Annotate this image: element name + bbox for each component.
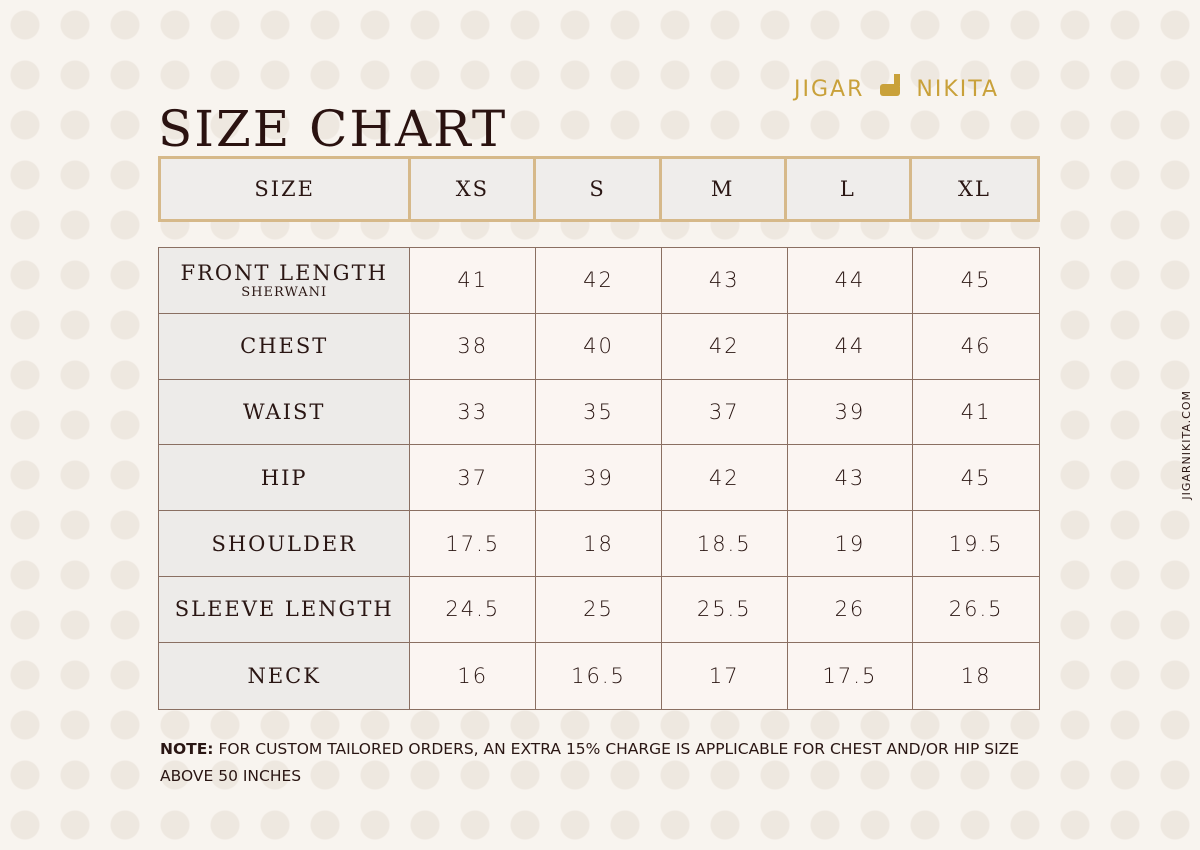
table-row: HIP 37 39 42 43 45 xyxy=(159,445,1040,512)
brand-name-left: JIGAR xyxy=(794,76,865,102)
value-cell: 17.5 xyxy=(787,642,914,709)
header-size-label: SIZE xyxy=(161,159,412,219)
value-cell: 41 xyxy=(410,248,537,313)
page-title: SIZE CHART xyxy=(158,99,508,158)
row-label: WAIST xyxy=(243,399,326,424)
value-cell: 43 xyxy=(661,248,788,313)
value-cell: 43 xyxy=(787,445,914,511)
row-label: SHOULDER xyxy=(211,531,357,556)
value-cell: 45 xyxy=(913,248,1040,313)
header-size-s: S xyxy=(536,159,662,219)
row-label: SLEEVE LENGTH xyxy=(174,597,394,622)
header-size-m: M xyxy=(662,159,787,219)
value-cell: 40 xyxy=(536,313,662,379)
value-cell: 37 xyxy=(410,445,537,511)
value-cell: 25.5 xyxy=(661,576,788,642)
value-cell: 26.5 xyxy=(913,576,1040,642)
value-cell: 38 xyxy=(410,313,537,379)
note-text: FOR CUSTOM TAILORED ORDERS, AN EXTRA 15%… xyxy=(160,740,1020,785)
value-cell: 19 xyxy=(787,511,914,576)
table-row: SLEEVE LENGTH 24.5 25 25.5 26 26.5 xyxy=(159,576,1040,643)
value-cell: 18 xyxy=(536,511,662,576)
value-cell: 39 xyxy=(536,445,662,511)
row-label: NECK xyxy=(247,663,321,688)
table-row: WAIST 33 35 37 39 41 xyxy=(159,379,1040,446)
value-cell: 17.5 xyxy=(410,511,537,576)
table-row: NECK 16 16.5 17 17.5 18 xyxy=(159,642,1040,709)
value-cell: 18.5 xyxy=(661,511,788,576)
value-cell: 16 xyxy=(410,642,537,709)
value-cell: 25 xyxy=(536,576,662,642)
deer-icon xyxy=(872,74,908,104)
size-header-row: SIZE XS S M L XL xyxy=(158,156,1040,222)
value-cell: 24.5 xyxy=(410,576,537,642)
row-label-cell: WAIST xyxy=(159,379,411,445)
header-size-l: L xyxy=(787,159,912,219)
value-cell: 19.5 xyxy=(913,511,1040,576)
value-cell: 42 xyxy=(661,445,788,511)
table-row: FRONT LENGTH SHERWANI 41 42 43 44 45 xyxy=(159,248,1040,314)
website-text: JIGARNIKITA.COM xyxy=(1180,390,1193,500)
value-cell: 44 xyxy=(787,313,914,379)
brand-logo: JIGAR NIKITA xyxy=(794,74,999,104)
value-cell: 17 xyxy=(661,642,788,709)
value-cell: 35 xyxy=(536,379,662,445)
row-label-cell: HIP xyxy=(159,445,411,511)
table-row: SHOULDER 17.5 18 18.5 19 19.5 xyxy=(159,511,1040,577)
value-cell: 46 xyxy=(913,313,1040,379)
row-label: FRONT LENGTH xyxy=(180,260,388,285)
row-label-cell: SHOULDER xyxy=(159,511,411,576)
measurements-table: FRONT LENGTH SHERWANI 41 42 43 44 45 CHEST 38 40 4… xyxy=(158,247,1040,710)
value-cell: 41 xyxy=(913,379,1040,445)
value-cell: 39 xyxy=(787,379,914,445)
value-cell: 18 xyxy=(913,642,1040,709)
row-label: CHEST xyxy=(240,334,329,359)
note-prefix: NOTE: xyxy=(160,740,214,758)
row-label-cell: SLEEVE LENGTH xyxy=(159,576,411,642)
row-label-cell: CHEST xyxy=(159,313,411,379)
header-size-xs: XS xyxy=(411,159,537,219)
brand-name-right: NIKITA xyxy=(916,76,1000,102)
value-cell: 42 xyxy=(661,313,788,379)
value-cell: 37 xyxy=(661,379,788,445)
value-cell: 26 xyxy=(787,576,914,642)
note: NOTE: FOR CUSTOM TAILORED ORDERS, AN EXT… xyxy=(160,736,1060,790)
row-sublabel: SHERWANI xyxy=(241,284,328,300)
value-cell: 16.5 xyxy=(536,642,662,709)
row-label-cell: FRONT LENGTH SHERWANI xyxy=(159,248,411,313)
value-cell: 33 xyxy=(410,379,537,445)
value-cell: 45 xyxy=(913,445,1040,511)
table-row: CHEST 38 40 42 44 46 xyxy=(159,313,1040,380)
header-size-xl: XL xyxy=(958,177,991,201)
value-cell: 42 xyxy=(536,248,662,313)
value-cell: 44 xyxy=(787,248,914,313)
row-label: HIP xyxy=(260,465,308,490)
row-label-cell: NECK xyxy=(159,642,411,709)
